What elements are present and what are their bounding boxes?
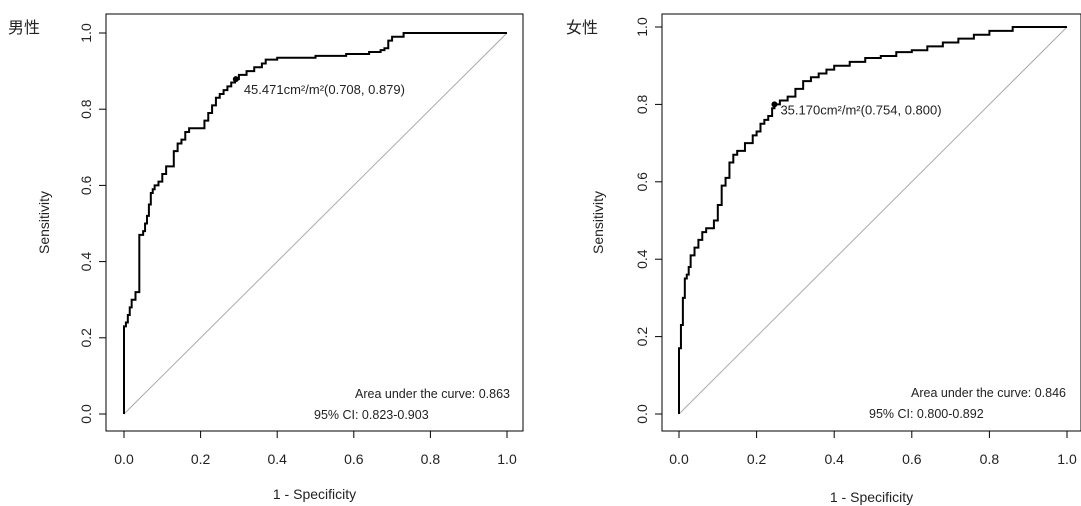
plot-frame bbox=[661, 13, 1081, 432]
roc-curve bbox=[678, 26, 1067, 414]
plot-frame bbox=[105, 13, 524, 432]
y-tick-label: 0.4 bbox=[634, 249, 650, 269]
x-tick-label: 0.6 bbox=[344, 451, 364, 467]
cutoff-point-marker bbox=[232, 76, 239, 83]
y-tick-label: 1.0 bbox=[634, 17, 650, 37]
cutoff-point-marker bbox=[771, 101, 778, 108]
x-tick-label: 0.8 bbox=[421, 451, 441, 467]
roc-panel-female: 女性 0.0 0.2 0.4 0.6 0.8 1.0 0.0 0.2 0.4 0.6 0.8 1.0 S… bbox=[566, 13, 1081, 505]
panel-title-male: 男性 bbox=[8, 18, 40, 37]
y-tick-label: 0.2 bbox=[78, 328, 94, 348]
y-tick-label: 0.8 bbox=[78, 99, 94, 119]
diagonal-reference-line bbox=[123, 32, 508, 415]
y-tick-label: 0.6 bbox=[78, 175, 94, 195]
y-tick-label: 0.6 bbox=[634, 172, 650, 192]
y-axis-label: Sensitivity bbox=[36, 191, 52, 254]
y-tick-label: 0.8 bbox=[634, 94, 650, 114]
x-tick-label: 0.2 bbox=[747, 451, 767, 467]
ci-label: 95% CI: 0.800-0.892 bbox=[869, 407, 984, 421]
x-tick-label: 0.8 bbox=[980, 451, 1000, 467]
auc-label: Area under the curve: 0.863 bbox=[355, 387, 510, 401]
x-tick-label: 1.0 bbox=[497, 451, 517, 467]
x-axis-label: 1 - Specificity bbox=[830, 489, 913, 505]
y-tick-label: 0.2 bbox=[634, 327, 650, 347]
auc-label: Area under the curve: 0.846 bbox=[911, 386, 1066, 400]
x-tick-label: 0.0 bbox=[669, 451, 689, 467]
x-tick-label: 0.4 bbox=[267, 451, 287, 467]
cutoff-annotation: 35.170cm²/m²(0.754, 0.800) bbox=[780, 102, 941, 117]
cutoff-annotation: 45.471cm²/m²(0.708, 0.879) bbox=[244, 82, 405, 97]
diagonal-reference-line bbox=[678, 26, 1068, 415]
x-tick-label: 1.0 bbox=[1057, 451, 1077, 467]
roc-panel-male: 男性 0.0 0.2 0.4 0.6 0.8 1.0 0.0 0.2 0.4 0.6 0.8 1.0 S… bbox=[8, 13, 524, 502]
x-tick-label: 0.4 bbox=[824, 451, 844, 467]
ci-label: 95% CI: 0.823-0.903 bbox=[314, 408, 429, 422]
x-tick-label: 0.2 bbox=[191, 451, 211, 467]
x-tick-label: 0.6 bbox=[902, 451, 922, 467]
y-tick-label: 0.4 bbox=[78, 252, 94, 272]
y-axis-label: Sensitivity bbox=[590, 191, 606, 254]
y-tick-label: 0.0 bbox=[634, 404, 650, 424]
panel-title-female: 女性 bbox=[566, 18, 598, 37]
roc-curve bbox=[123, 32, 507, 414]
x-tick-label: 0.0 bbox=[114, 451, 134, 467]
x-axis-label: 1 - Specificity bbox=[273, 486, 356, 502]
y-tick-label: 1.0 bbox=[78, 23, 94, 43]
y-tick-label: 0.0 bbox=[78, 404, 94, 424]
